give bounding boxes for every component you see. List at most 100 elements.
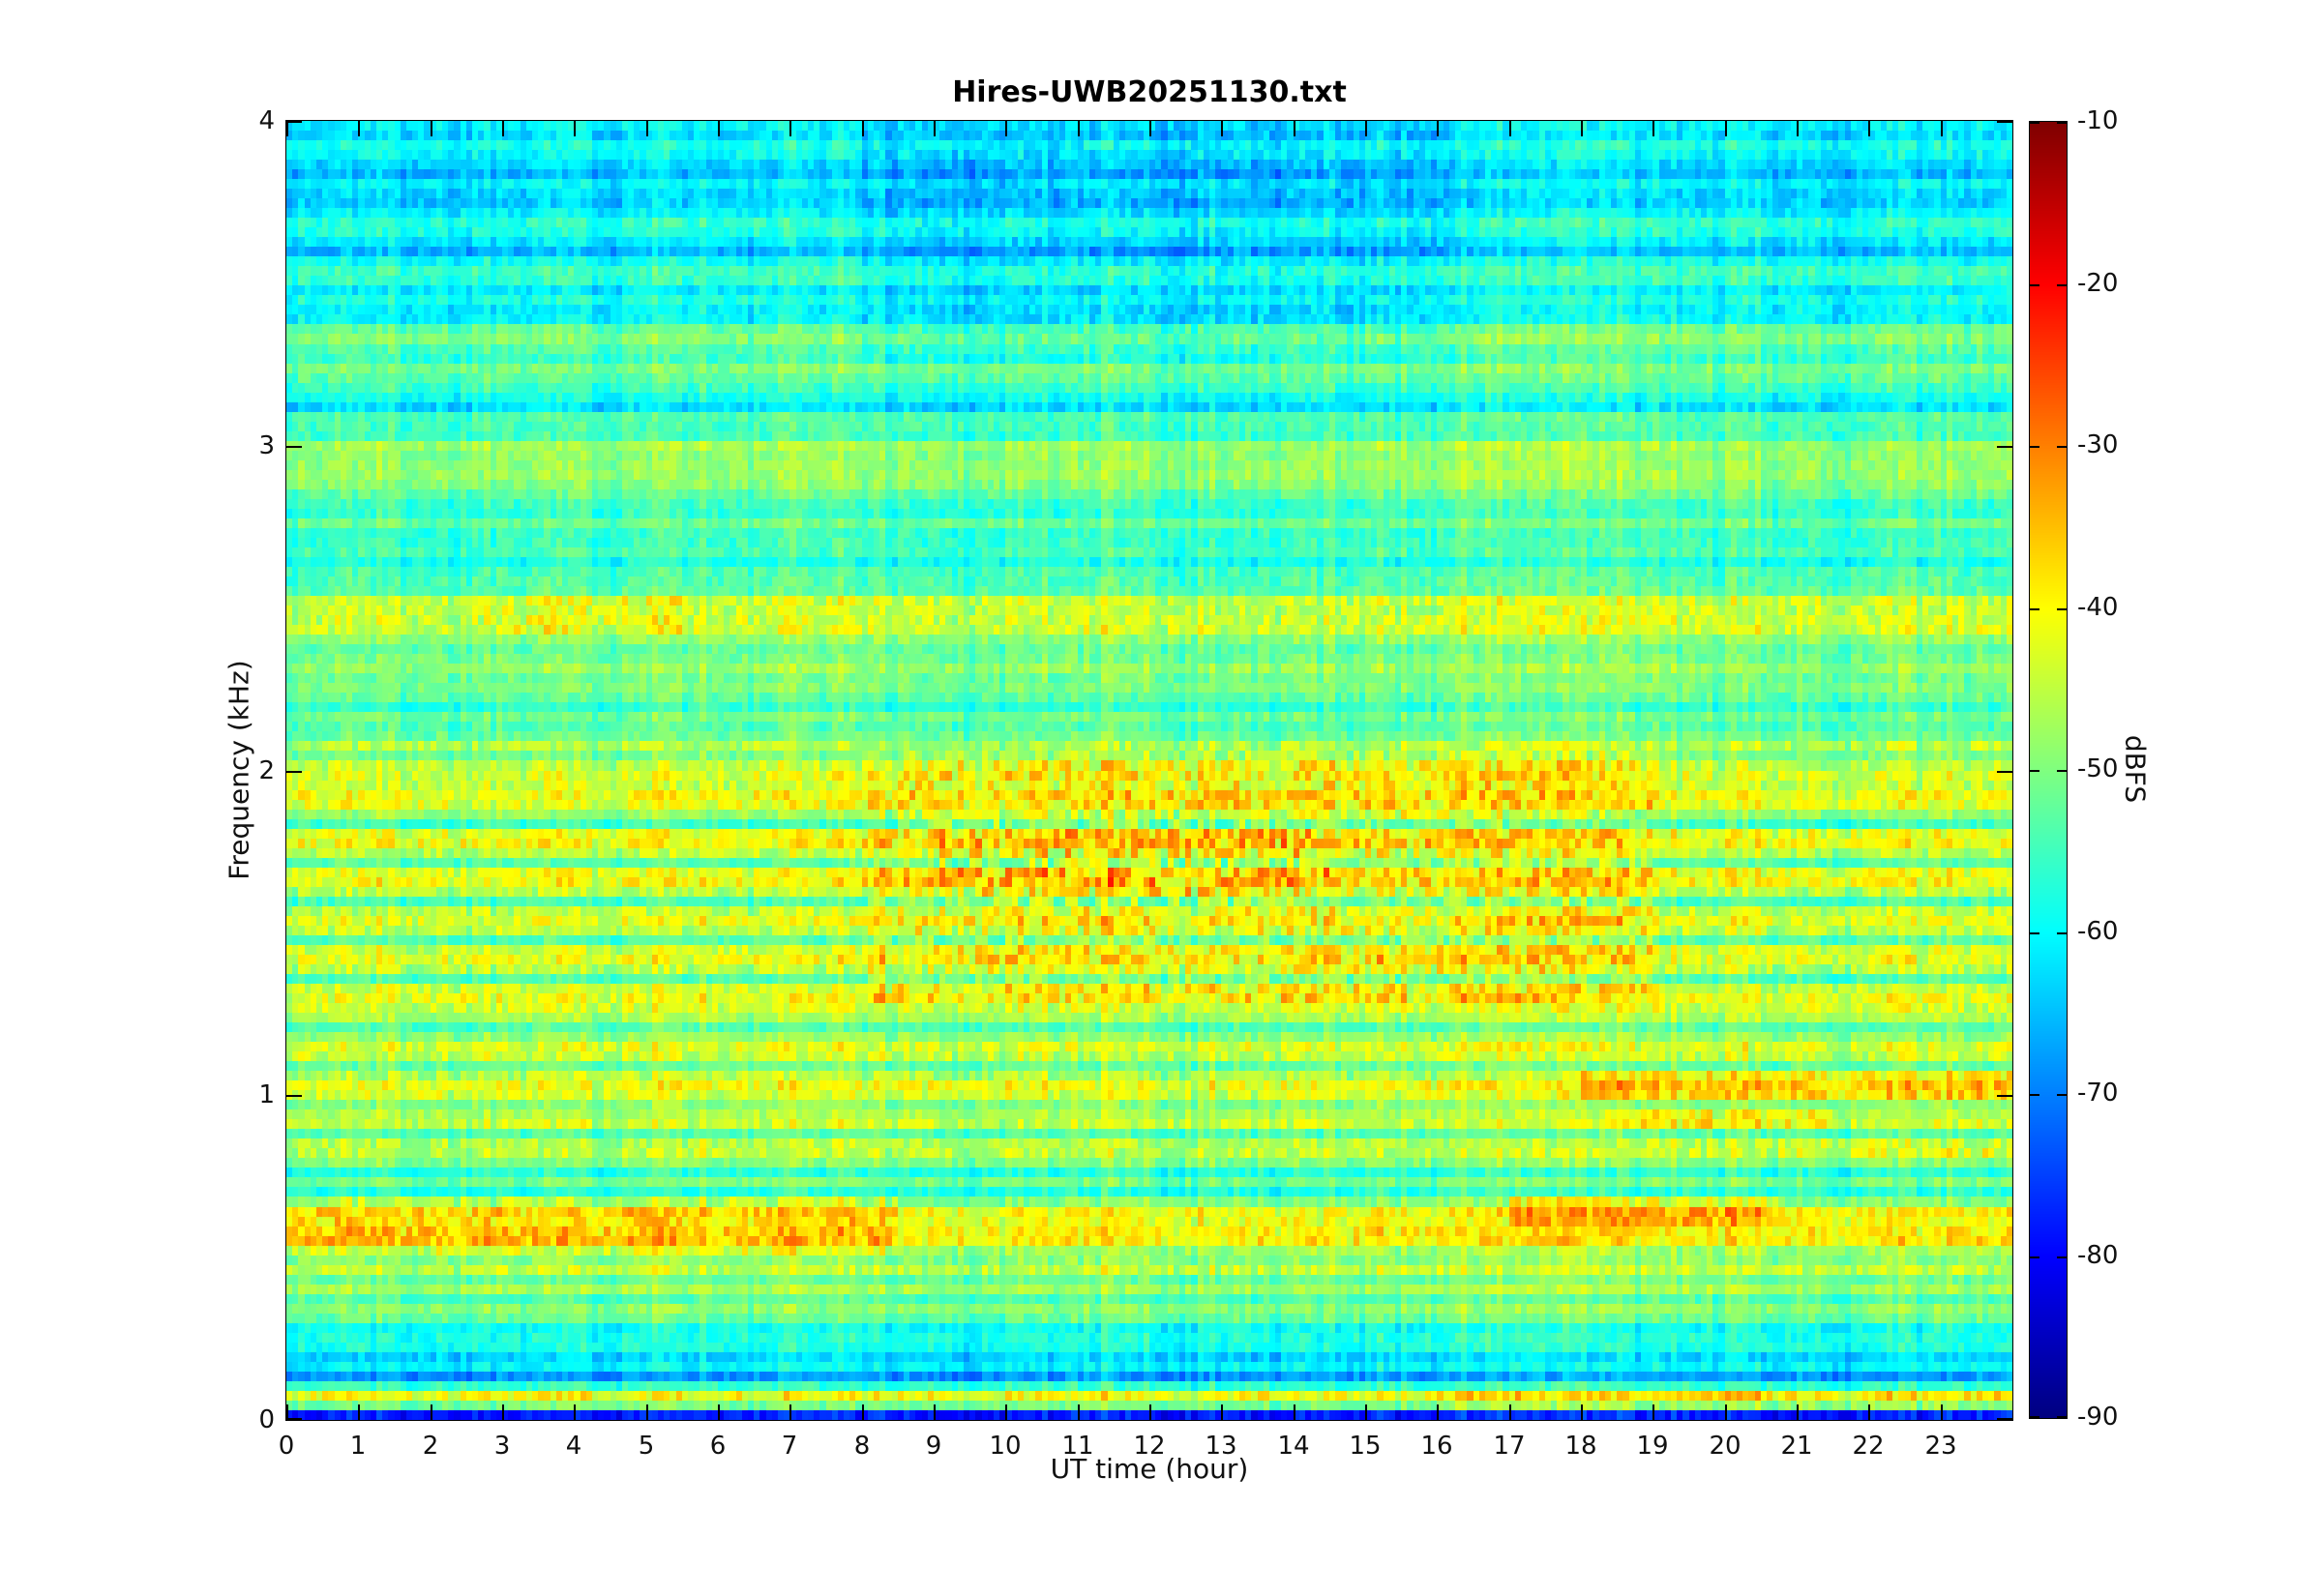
y-tick-left [286, 446, 302, 448]
x-tick-bottom [286, 1404, 288, 1420]
x-tick-bottom [358, 1404, 360, 1420]
x-tick-top [1652, 121, 1654, 136]
x-tick-label: 19 [1636, 1432, 1669, 1461]
x-tick-bottom [1149, 1404, 1151, 1420]
x-tick-bottom [1725, 1404, 1727, 1420]
colorbar-tick-left [2030, 1256, 2039, 1258]
x-tick-bottom [1581, 1404, 1583, 1420]
colorbar-tick-label: -20 [2077, 269, 2119, 298]
colorbar-tick-left [2030, 770, 2039, 772]
x-tick-top [862, 121, 864, 136]
x-tick-label: 4 [565, 1432, 582, 1461]
colorbar-tick-right [2057, 284, 2067, 286]
colorbar-tick-left [2030, 1094, 2039, 1096]
x-tick-label: 15 [1349, 1432, 1382, 1461]
x-tick-top [1868, 121, 1870, 136]
x-tick-label: 20 [1709, 1432, 1742, 1461]
y-tick-label: 0 [258, 1405, 275, 1434]
x-axis-label: UT time (hour) [1050, 1453, 1249, 1485]
x-tick-bottom [718, 1404, 720, 1420]
colorbar-tick-right [2057, 446, 2067, 448]
x-tick-top [789, 121, 791, 136]
spectrogram-heatmap [286, 121, 2012, 1420]
x-tick-bottom [1941, 1404, 1943, 1420]
x-tick-bottom [1221, 1404, 1223, 1420]
colorbar [2029, 121, 2068, 1419]
colorbar-tick-right [2057, 1416, 2067, 1418]
colorbar-tick-label: -10 [2077, 106, 2119, 135]
x-tick-top [1005, 121, 1007, 136]
x-tick-top [502, 121, 504, 136]
x-tick-top [574, 121, 576, 136]
x-tick-bottom [1652, 1404, 1654, 1420]
colorbar-tick-label: -50 [2077, 754, 2119, 783]
y-tick-left [286, 1418, 302, 1420]
x-tick-top [1509, 121, 1511, 136]
colorbar-tick-label: -30 [2077, 430, 2119, 459]
y-tick-right [1997, 1418, 2012, 1420]
x-tick-label: 22 [1852, 1432, 1885, 1461]
x-tick-bottom [1797, 1404, 1799, 1420]
x-tick-label: 1 [349, 1432, 367, 1461]
x-tick-label: 17 [1493, 1432, 1526, 1461]
x-tick-top [1365, 121, 1367, 136]
x-tick-label: 21 [1780, 1432, 1813, 1461]
x-tick-label: 6 [709, 1432, 727, 1461]
y-tick-label: 3 [258, 431, 275, 460]
y-tick-label: 2 [258, 756, 275, 785]
x-tick-top [1581, 121, 1583, 136]
x-tick-top [358, 121, 360, 136]
x-tick-label: 8 [853, 1432, 871, 1461]
x-tick-bottom [1294, 1404, 1295, 1420]
x-tick-top [1437, 121, 1439, 136]
x-tick-label: 2 [422, 1432, 439, 1461]
x-tick-label: 0 [278, 1432, 295, 1461]
x-tick-top [1797, 121, 1799, 136]
colorbar-tick-left [2030, 446, 2039, 448]
x-tick-label: 23 [1924, 1432, 1957, 1461]
x-tick-bottom [934, 1404, 936, 1420]
x-tick-top [1941, 121, 1943, 136]
x-tick-bottom [1005, 1404, 1007, 1420]
y-tick-label: 1 [258, 1080, 275, 1109]
colorbar-tick-right [2057, 932, 2067, 934]
colorbar-tick-left [2030, 284, 2039, 286]
x-tick-label: 18 [1564, 1432, 1597, 1461]
x-tick-top [1294, 121, 1295, 136]
x-tick-bottom [502, 1404, 504, 1420]
x-tick-top [646, 121, 648, 136]
y-tick-right [1997, 771, 2012, 773]
x-tick-bottom [862, 1404, 864, 1420]
x-tick-bottom [1365, 1404, 1367, 1420]
x-tick-bottom [646, 1404, 648, 1420]
x-tick-label: 7 [781, 1432, 798, 1461]
y-tick-right [1997, 446, 2012, 448]
x-tick-bottom [789, 1404, 791, 1420]
x-tick-bottom [1078, 1404, 1080, 1420]
colorbar-tick-right [2057, 608, 2067, 610]
y-tick-label: 4 [258, 106, 275, 135]
x-tick-top [286, 121, 288, 136]
x-tick-top [431, 121, 432, 136]
colorbar-tick-right [2057, 770, 2067, 772]
colorbar-tick-label: -80 [2077, 1241, 2119, 1270]
x-tick-bottom [1437, 1404, 1439, 1420]
y-tick-right [1997, 1095, 2012, 1097]
x-tick-bottom [431, 1404, 432, 1420]
x-tick-top [1078, 121, 1080, 136]
x-tick-top [1725, 121, 1727, 136]
x-tick-label: 5 [638, 1432, 655, 1461]
x-tick-bottom [1509, 1404, 1511, 1420]
x-tick-bottom [574, 1404, 576, 1420]
x-tick-bottom [1868, 1404, 1870, 1420]
x-tick-label: 16 [1420, 1432, 1453, 1461]
colorbar-tick-left [2030, 1416, 2039, 1418]
x-tick-label: 11 [1061, 1432, 1094, 1461]
colorbar-tick-left [2030, 122, 2039, 124]
y-tick-left [286, 121, 302, 123]
colorbar-tick-label: -60 [2077, 917, 2119, 946]
colorbar-tick-right [2057, 1256, 2067, 1258]
x-tick-label: 3 [493, 1432, 511, 1461]
colorbar-label: dBFS [2119, 734, 2152, 804]
